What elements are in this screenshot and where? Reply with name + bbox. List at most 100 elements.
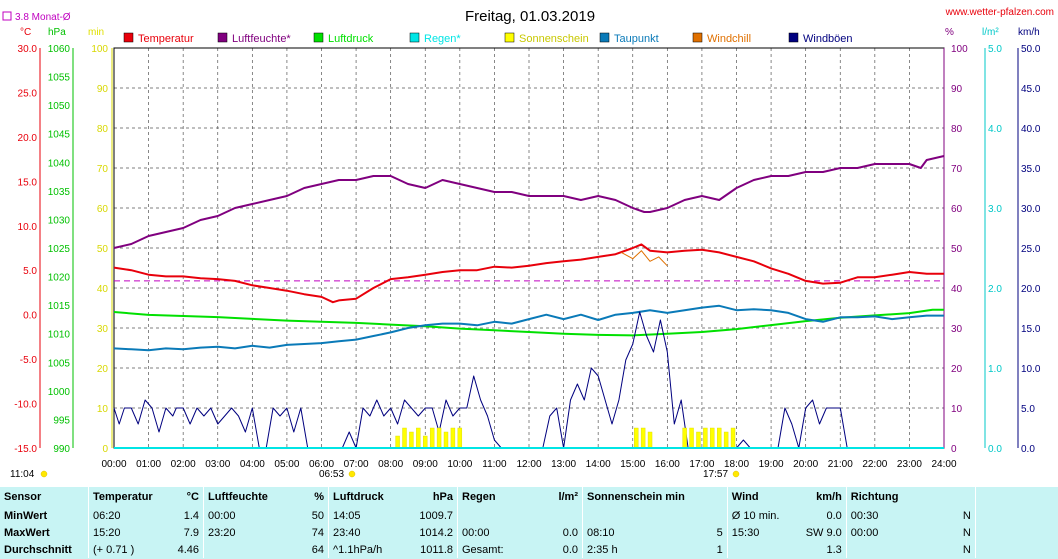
stats-cell-h-val: 64 [311,543,324,556]
stats-cell-s-time: 08:10 [581,524,689,541]
temp-tick-label: -10.0 [14,400,37,411]
left-time: 11:04 [10,469,35,480]
pressure-tick-label: 1005 [48,358,71,369]
legend-swatch-sonnenschein [504,32,515,43]
sunshine-bar [696,431,701,449]
stats-cell-w-time [726,541,788,558]
sun-icon [40,470,48,478]
stats-row-maxwert: MaxWert 15:20 7.9 23:20 74 23:40 1014.2 00:00 0.… [0,524,1058,541]
stats-cell-r-val: 0.0 [562,543,578,556]
wind-tick-label: 25.0 [1021,244,1041,255]
x-tick-label: 17:00 [689,459,714,470]
pressure-tick-label: 1035 [48,187,71,198]
temp-tick-label: -5.0 [20,355,38,366]
sun-tick-label: 10 [97,404,109,415]
stats-cell-r-time: 00:00 [457,524,526,541]
sun-tick-label: 30 [97,324,109,335]
pressure-tick-label: 1030 [48,215,71,226]
stats-cell-r-val [526,507,583,524]
series-line-windchill [621,250,668,267]
stats-cell-p-time: ^1.1hPa/h [328,541,399,558]
statistics-table: Sensor Temperatur °C Luftfeuchte % Luftd… [0,487,1058,559]
rain-tick-label: 2.0 [988,284,1002,295]
x-tick-label: 04:00 [240,459,265,470]
stats-cell-d-time [845,541,923,558]
pressure-tick-label: 1020 [48,273,71,284]
stats-cell-t-time: 06:20 [88,507,165,524]
hdr-dir: Richtung [845,487,923,507]
x-tick-label: 03:00 [205,459,230,470]
x-tick-label: 00:00 [101,459,126,470]
stats-cell-s-val [689,507,728,524]
sunshine-bar [717,427,722,449]
legend-swatch-regen [409,32,420,43]
pressure-tick-label: 995 [53,415,70,426]
x-tick-label: 11:00 [482,459,507,470]
temp-tick-label: 15.0 [18,177,38,188]
pressure-tick-label: 1040 [48,158,71,169]
temp-tick-label: -15.0 [14,444,37,455]
x-tick-label: 22:00 [862,459,887,470]
sunshine-bar [429,427,435,449]
stats-cell-h-time: 00:00 [203,507,290,524]
sunshine-bar [640,427,646,449]
stats-cell-s-val: 5 [716,526,723,539]
stats-cell-r-val: 0.0 [562,526,578,539]
stats-cell-h-time [203,541,290,558]
hdr-hum: Luftfeuchte [203,487,290,507]
x-tick-label: 01:00 [136,459,161,470]
sunshine-bar [395,435,400,449]
wind-tick-label: 35.0 [1021,164,1041,175]
humidity-tick-label: 90 [951,84,963,95]
stats-cell-p-val: 1009.7 [419,509,453,522]
stats-cell-d-time: 00:30 [845,507,923,524]
stats-cell-p-time: 23:40 [328,524,399,541]
pressure-tick-label: 1000 [48,387,71,398]
temp-tick-label: 30.0 [18,44,38,55]
sunset-time: 17:57 [703,469,728,480]
month-avg-label: 3.8 Monat-Ø [15,12,71,23]
sunshine-bar [450,427,456,449]
sun-tick-label: 80 [97,124,109,135]
sunrise-sun-icon [348,470,356,478]
legend-label-taupunkt: Taupunkt [614,33,659,45]
legend-label-windben: Windböen [803,33,853,45]
hdr-wind: Wind [726,487,788,507]
humidity-tick-label: 30 [951,324,963,335]
wind-tick-label: 20.0 [1021,284,1041,295]
wind-tick-label: 0.0 [1021,444,1035,455]
stats-cell-w-val: 0.0 [826,509,842,522]
sun-tick-label: 20 [97,364,109,375]
hdr-sun: Sonnenschein min [581,487,689,507]
sunshine-bar [723,431,729,449]
series-line-taupunkt [113,304,944,352]
legend-label-regen: Regen* [424,33,461,45]
humidity-tick-label: 80 [951,124,963,135]
sunshine-bar [730,427,736,449]
stats-cell-p-time: 14:05 [328,507,399,524]
stats-cell-p-val: 1011.8 [420,543,453,556]
series-lines [113,155,945,449]
stats-cell-s-time [581,507,689,524]
chart-title: Freitag, 01.03.2019 [465,8,595,25]
hdr-pres-unit: hPa [432,491,453,503]
hdr-temp-unit: °C [186,491,199,503]
x-tick-label: 08:00 [378,459,403,470]
wind-tick-label: 45.0 [1021,84,1041,95]
stats-cell-s-time: 2:35 h [581,541,689,558]
stats-cell-w-val: 1.3 [826,543,842,556]
unit-humidity: % [945,27,954,38]
wind-tick-label: 15.0 [1021,324,1041,335]
sun-tick-label: 40 [97,284,109,295]
x-tick-label: 21:00 [828,459,853,470]
x-tick-label: 10:00 [447,459,472,470]
x-tick-label: 23:00 [897,459,922,470]
x-tick-label: 16:00 [655,459,680,470]
sunshine-bar [710,427,715,449]
stats-cell-w-time: 15:30 [726,524,788,541]
legend-swatch-taupunkt [599,32,610,43]
stats-cell-w-time: Ø 10 min. [726,507,788,524]
humidity-tick-label: 50 [951,244,963,255]
x-tick-label: 13:00 [551,459,576,470]
stats-cell-p-val: 1014.2 [419,526,453,539]
